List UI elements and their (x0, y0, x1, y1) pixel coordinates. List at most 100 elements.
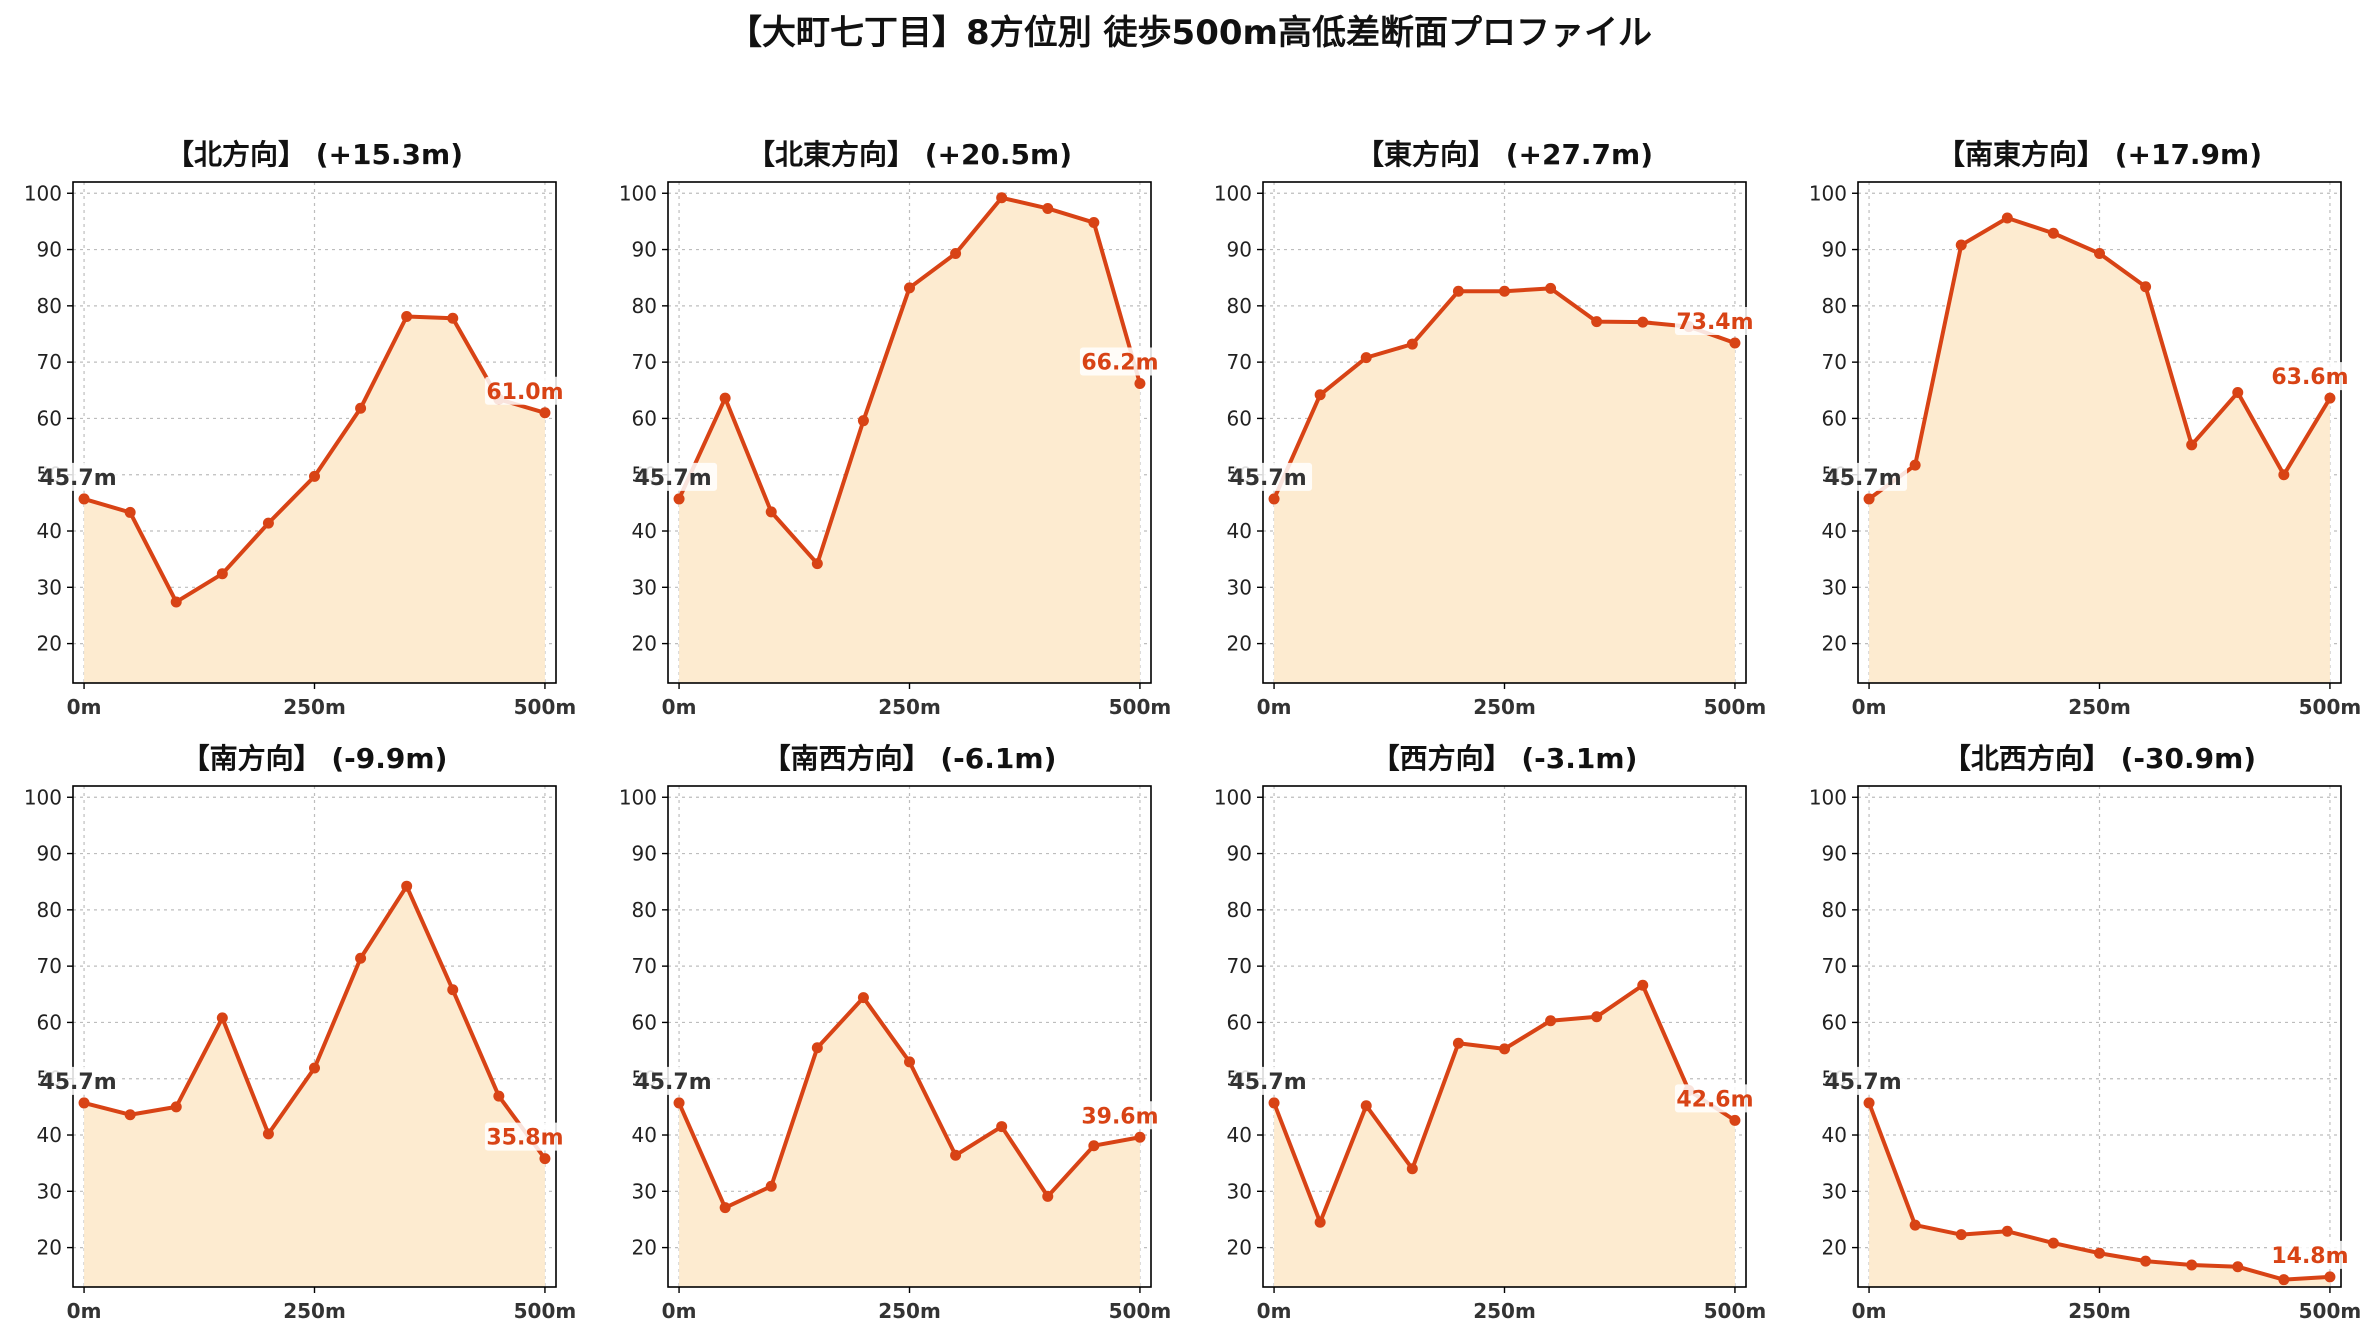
y-tick-label: 30 (37, 575, 62, 599)
y-tick-label: 20 (1227, 632, 1252, 656)
data-point (2140, 281, 2152, 293)
y-tick-label: 90 (37, 238, 62, 262)
start-elevation-label: 45.7m (634, 466, 711, 491)
y-tick-label: 90 (37, 842, 62, 866)
elevation-area (84, 316, 545, 683)
data-point (2278, 1274, 2290, 1286)
y-tick-label: 30 (1227, 1179, 1252, 1203)
data-point (1909, 459, 1921, 471)
data-point (2278, 469, 2290, 481)
end-label-box (2269, 1240, 2350, 1269)
data-point (2094, 247, 2105, 259)
y-tick-label: 70 (1227, 954, 1252, 978)
data-point (904, 1056, 915, 1068)
data-point (493, 1090, 505, 1102)
y-tick-label: 90 (632, 842, 657, 866)
x-tick-label: 500m (1704, 695, 1767, 719)
y-tick-label: 60 (1227, 406, 1252, 430)
panel-8: 【北西方向】 (-30.9m)20304050607080901000m250m… (1809, 742, 2361, 1323)
y-tick-label: 80 (1822, 898, 1847, 922)
y-tick-label: 60 (1822, 406, 1847, 430)
data-point (170, 596, 182, 608)
y-tick-label: 70 (632, 954, 657, 978)
y-tick-label: 20 (1227, 1236, 1252, 1260)
elevation-area (1869, 1102, 2330, 1287)
x-tick-label: 500m (514, 1299, 577, 1323)
figure-title: 【大町七丁目】8方位別 徒歩500m高低差断面プロファイル (728, 13, 1652, 53)
y-tick-label: 30 (632, 575, 657, 599)
y-tick-label: 20 (1822, 1236, 1847, 1260)
x-tick-label: 500m (1109, 695, 1172, 719)
data-point (262, 1128, 274, 1140)
y-tick-label: 70 (632, 350, 657, 374)
y-tick-label: 20 (1822, 632, 1847, 656)
elevation-area (679, 197, 1140, 684)
end-label-box (1674, 306, 1755, 335)
end-elevation-label: 39.6m (1081, 1104, 1158, 1129)
data-point (78, 1097, 90, 1109)
y-tick-label: 60 (632, 406, 657, 430)
data-point (2001, 212, 2013, 224)
data-point (309, 470, 320, 482)
y-tick-label: 30 (37, 1179, 62, 1203)
y-tick-label: 80 (632, 898, 657, 922)
x-tick-label: 250m (283, 1299, 346, 1323)
y-tick-label: 100 (619, 785, 657, 809)
y-tick-label: 90 (1227, 842, 1252, 866)
panel-6: 【南西方向】 (-6.1m)20304050607080901000m250m5… (619, 742, 1171, 1323)
x-tick-label: 250m (2068, 695, 2131, 719)
data-point (1314, 389, 1326, 401)
end-label-box (2269, 362, 2350, 391)
y-tick-label: 100 (24, 785, 62, 809)
x-tick-label: 250m (1473, 695, 1536, 719)
elevation-area (1274, 985, 1735, 1287)
panel-title: 【北西方向】 (-30.9m) (1943, 742, 2256, 775)
data-point (1042, 1190, 1054, 1202)
y-tick-label: 40 (37, 1123, 62, 1147)
y-tick-label: 60 (1822, 1010, 1847, 1034)
y-tick-label: 30 (1822, 575, 1847, 599)
data-point (2232, 1261, 2244, 1273)
y-tick-label: 60 (1227, 1010, 1252, 1034)
data-point (811, 1042, 823, 1054)
data-point (1314, 1216, 1326, 1228)
end-elevation-label: 42.6m (1676, 1087, 1753, 1112)
data-point (1545, 282, 1557, 294)
data-point (1452, 285, 1464, 297)
elevation-area (1869, 218, 2330, 683)
data-point (950, 1149, 962, 1161)
y-tick-label: 60 (37, 406, 62, 430)
start-elevation-label: 45.7m (1824, 1070, 1901, 1095)
data-point (2047, 1237, 2059, 1249)
data-point (539, 1153, 551, 1165)
x-tick-label: 500m (514, 695, 577, 719)
data-point (1088, 1140, 1100, 1152)
data-point (262, 517, 274, 529)
x-tick-label: 500m (2299, 695, 2362, 719)
data-point (1134, 1131, 1146, 1143)
y-tick-label: 100 (1809, 181, 1847, 205)
x-tick-label: 0m (662, 695, 697, 719)
data-point (1360, 1100, 1372, 1112)
data-point (811, 558, 823, 570)
data-point (2324, 392, 2336, 404)
x-tick-label: 250m (283, 695, 346, 719)
y-tick-label: 90 (1822, 842, 1847, 866)
data-point (2047, 227, 2059, 239)
data-point (170, 1101, 182, 1113)
y-tick-label: 40 (37, 519, 62, 543)
end-elevation-label: 63.6m (2271, 365, 2348, 390)
x-tick-label: 0m (1852, 1299, 1887, 1323)
y-tick-label: 30 (1227, 575, 1252, 599)
y-tick-label: 70 (1822, 954, 1847, 978)
panel-5: 【南方向】 (-9.9m)20304050607080901000m250m50… (24, 742, 576, 1323)
data-point (904, 282, 915, 294)
panel-7: 【西方向】 (-3.1m)20304050607080901000m250m50… (1214, 742, 1766, 1323)
data-point (2001, 1225, 2013, 1237)
start-label-box (44, 462, 123, 491)
data-point (401, 880, 413, 892)
y-tick-label: 100 (619, 181, 657, 205)
start-label-box (1234, 462, 1313, 491)
panel-3: 【東方向】 (+27.7m)20304050607080901000m250m5… (1214, 138, 1766, 719)
end-elevation-label: 61.0m (486, 380, 563, 405)
